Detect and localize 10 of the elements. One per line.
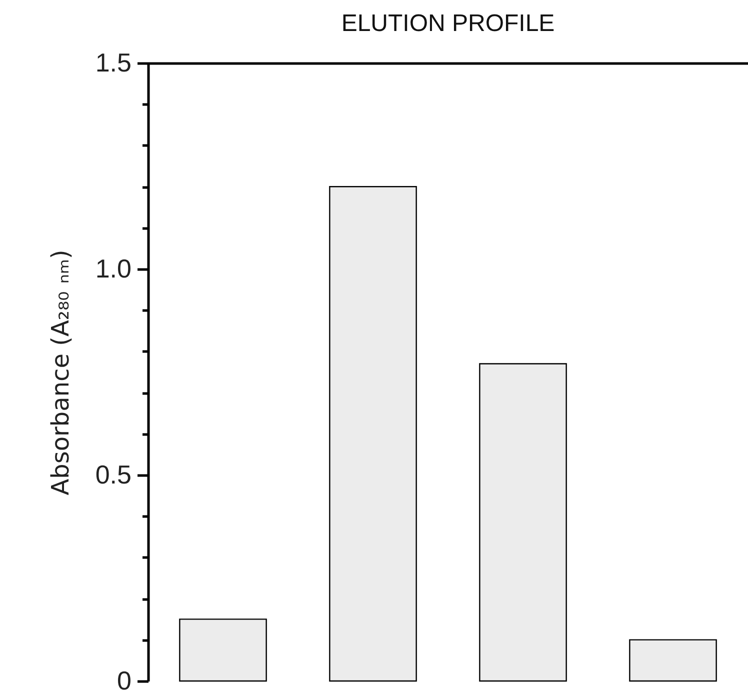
- bar: [479, 363, 567, 682]
- y-tick-label: 1.5: [95, 48, 132, 78]
- bar: [629, 639, 717, 682]
- y-tick-label: 1.0: [95, 254, 132, 284]
- bar: [329, 186, 417, 682]
- y-axis-title: Absorbance (A₂₈₀ ₙₘ): [46, 250, 74, 496]
- bar: [179, 618, 267, 682]
- y-tick-label: 0: [117, 666, 132, 696]
- text: 0.5: [95, 460, 132, 490]
- chart-title: ELUTION PROFILE: [341, 10, 555, 37]
